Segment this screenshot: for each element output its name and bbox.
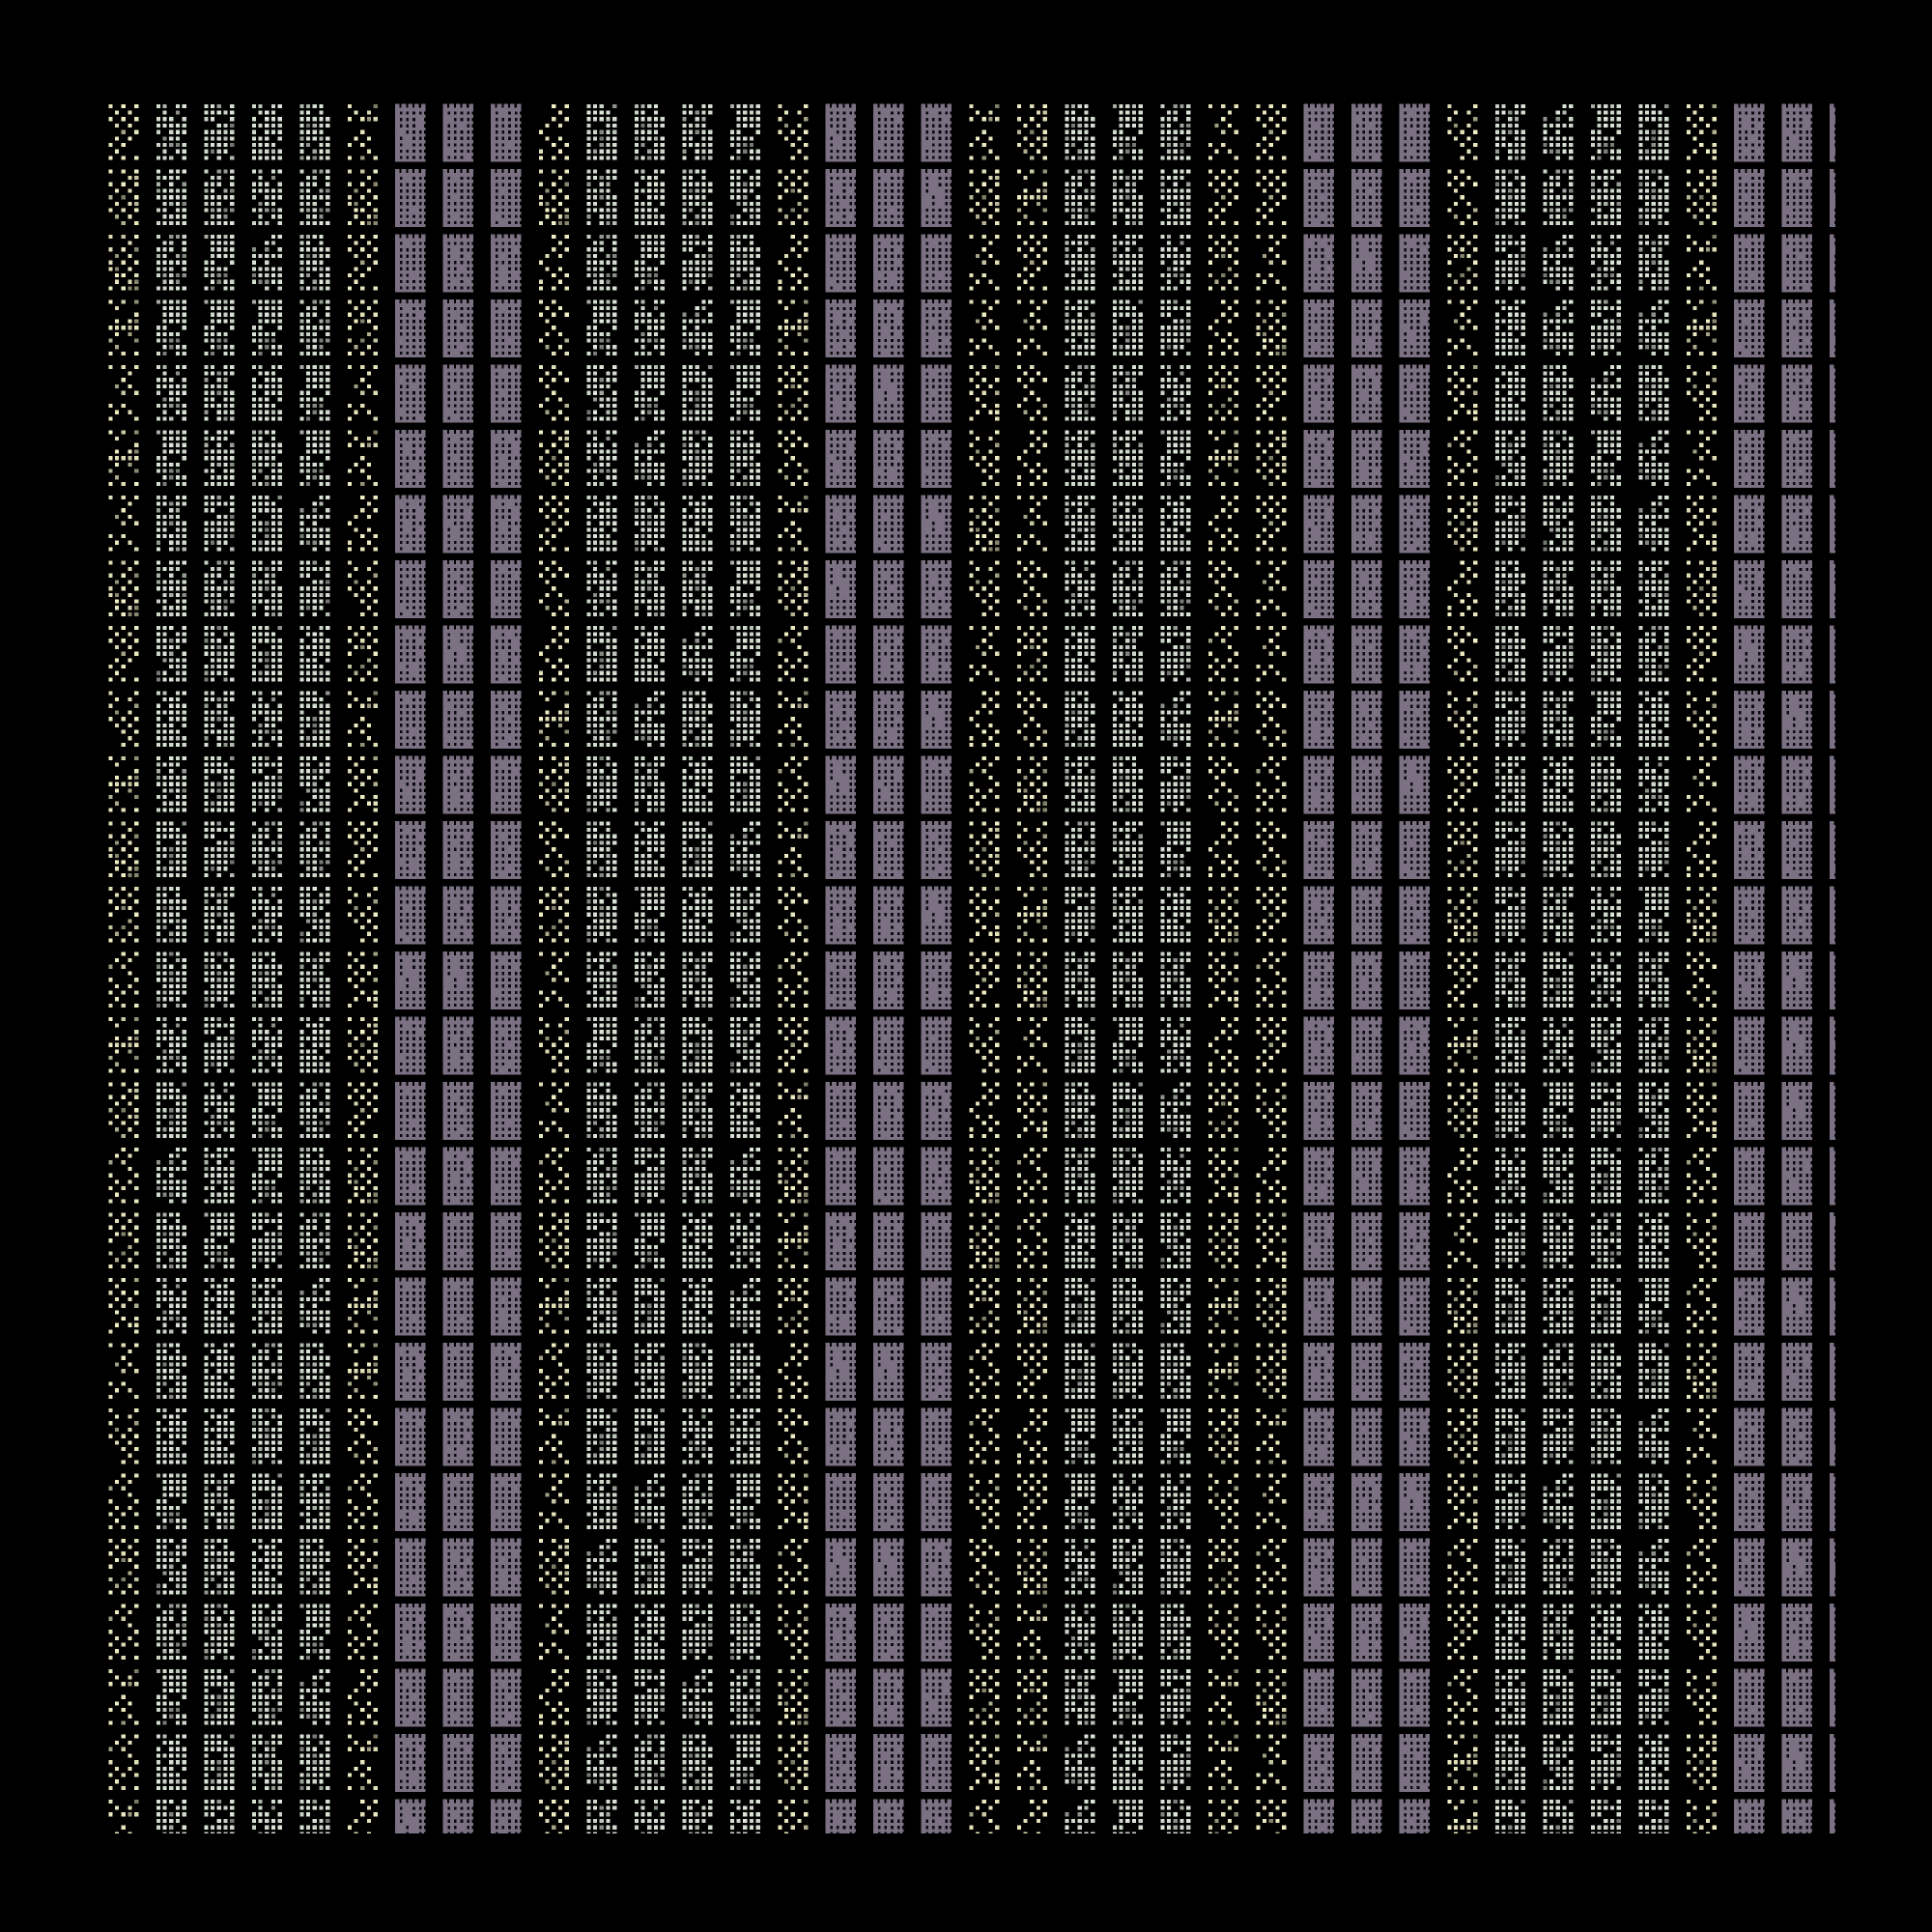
dither-pattern-stage [108, 103, 1861, 1858]
